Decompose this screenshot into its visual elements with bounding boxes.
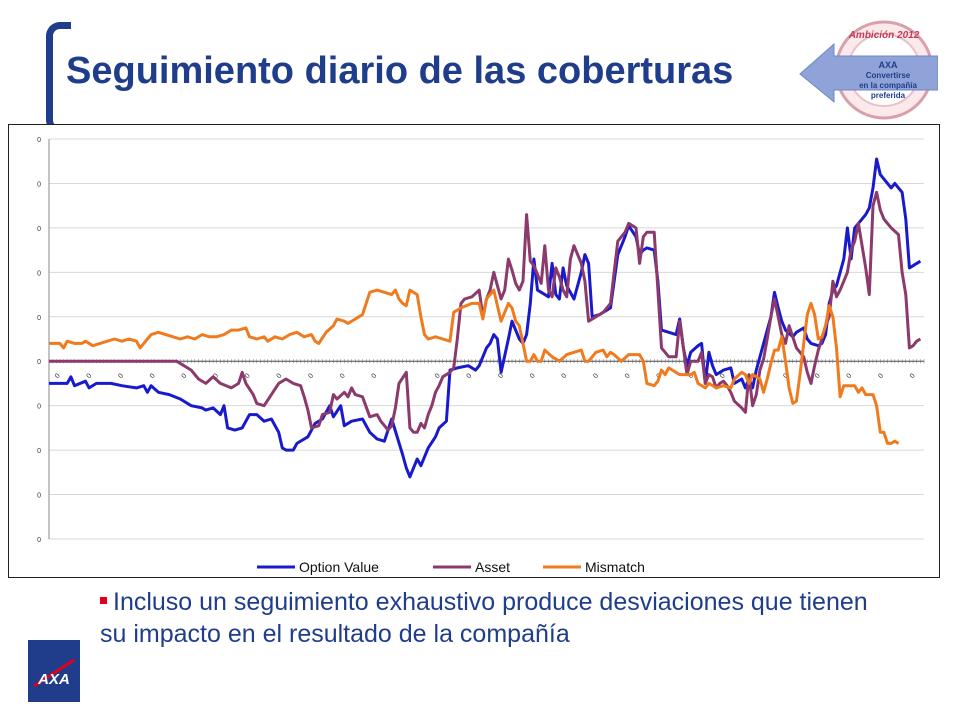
axa-logo: AXA — [28, 640, 80, 702]
x-tick-label: 0 — [814, 372, 822, 380]
x-tick-label: 0 — [846, 372, 854, 380]
badge-line-2: Convertirse — [866, 71, 911, 80]
badge-top-text: Ambición 2012 — [848, 30, 920, 41]
x-tick-label: 0 — [86, 372, 94, 380]
chart-frame: 0 0 0 0 0 0 0 0 0 0 0 0 0 0 0 0 0 0 0 0 0 0 0 0 0 0 0 0 0 0 0 0 0 0 0 0 0 0 Op… — [8, 124, 940, 578]
bullet-icon — [100, 597, 107, 604]
series-line-mismatch — [49, 288, 900, 445]
arrow-icon — [799, 42, 938, 104]
y-tick-label: 0 — [37, 493, 41, 500]
x-tick-label: 0 — [877, 372, 885, 380]
bullet-text: Incluso un seguimiento exhaustivo produc… — [100, 588, 868, 648]
badge-line-3: en la compañía — [859, 81, 917, 90]
axa-logo-text: AXA — [37, 671, 70, 688]
badge-line-1: AXA — [878, 60, 898, 70]
x-tick-label: 0 — [339, 372, 347, 380]
y-tick-label: 0 — [37, 315, 41, 322]
bullet-point: Incluso un seguimiento exhaustivo produc… — [100, 586, 900, 650]
x-tick-label: 0 — [276, 372, 284, 380]
x-tick-label: 0 — [212, 372, 220, 380]
x-tick-label: 0 — [561, 372, 569, 380]
x-tick-label: 0 — [592, 372, 600, 380]
x-tick-label: 0 — [244, 372, 252, 380]
badge-line-4: preferida — [871, 91, 906, 100]
y-tick-label: 0 — [37, 270, 41, 277]
ambicion-2012-badge: Ambición 2012 AXA Convertirse en la comp… — [799, 20, 938, 120]
x-tick-label: 0 — [434, 372, 442, 380]
y-tick-label: 0 — [37, 359, 41, 366]
x-tick-label: 0 — [529, 372, 537, 380]
x-tick-label: 0 — [54, 372, 62, 380]
y-tick-label: 0 — [37, 137, 41, 144]
x-tick-label: 0 — [687, 372, 695, 380]
x-tick-label: 0 — [497, 372, 505, 380]
series-line-option-value — [49, 157, 922, 479]
y-tick-label: 0 — [37, 181, 41, 188]
y-tick-label: 0 — [37, 537, 41, 544]
x-tick-label: 0 — [624, 372, 632, 380]
x-tick-label: 0 — [181, 372, 189, 380]
legend-label: Asset — [475, 559, 510, 575]
series-line-asset — [49, 190, 922, 434]
x-tick-label: 0 — [371, 372, 379, 380]
y-tick-label: 0 — [37, 226, 41, 233]
x-tick-label: 0 — [909, 372, 917, 380]
x-tick-label: 0 — [466, 372, 474, 380]
x-tick-label: 0 — [307, 372, 315, 380]
legend-label: Option Value — [299, 559, 379, 575]
legend-label: Mismatch — [585, 559, 645, 575]
x-tick-label: 0 — [719, 372, 727, 380]
x-tick-label: 0 — [117, 372, 125, 380]
page-title: Seguimiento diario de las coberturas — [66, 50, 734, 92]
y-tick-label: 0 — [37, 448, 41, 455]
x-tick-label: 0 — [149, 372, 157, 380]
y-tick-label: 0 — [37, 404, 41, 411]
